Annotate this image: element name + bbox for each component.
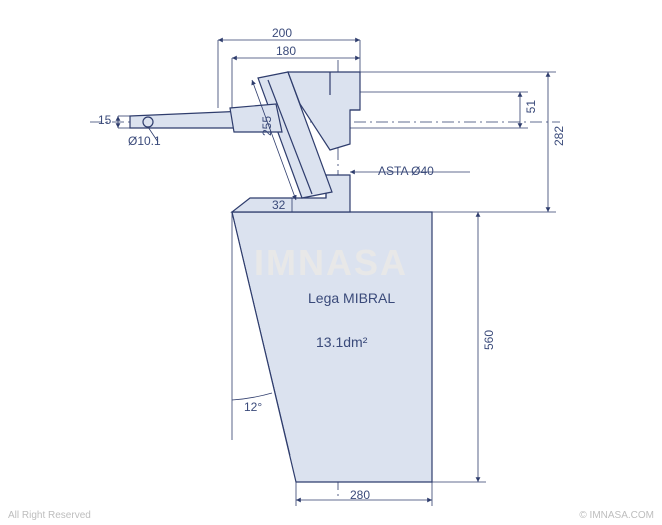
label-shaft: ASTA Ø40 (378, 164, 434, 178)
drawing-canvas: IMNASA (0, 0, 662, 525)
label-top-outer: 200 (272, 26, 292, 40)
label-top-inner: 180 (276, 44, 296, 58)
label-right-282: 282 (552, 126, 566, 146)
footer-copyright: © IMNASA.COM (579, 510, 654, 521)
label-area: 13.1dm² (316, 334, 367, 350)
dim-right-51 (350, 92, 528, 128)
label-hole-dia: Ø10.1 (128, 134, 161, 148)
label-mount-length: 255 (260, 116, 274, 136)
label-right-51: 51 (524, 100, 538, 113)
shaft (232, 175, 350, 212)
dim-right-282 (360, 72, 556, 212)
label-material: Lega MIBRAL (308, 290, 395, 306)
footer-rights: All Right Reserved (8, 510, 91, 521)
label-angle: 12° (244, 400, 262, 414)
label-right-560: 560 (482, 330, 496, 350)
label-bottom-280: 280 (350, 488, 370, 502)
label-arm-thickness: 15 (98, 113, 111, 127)
technical-drawing-svg (0, 0, 662, 525)
label-gap-32: 32 (272, 198, 285, 212)
dim-right-560 (432, 212, 486, 482)
